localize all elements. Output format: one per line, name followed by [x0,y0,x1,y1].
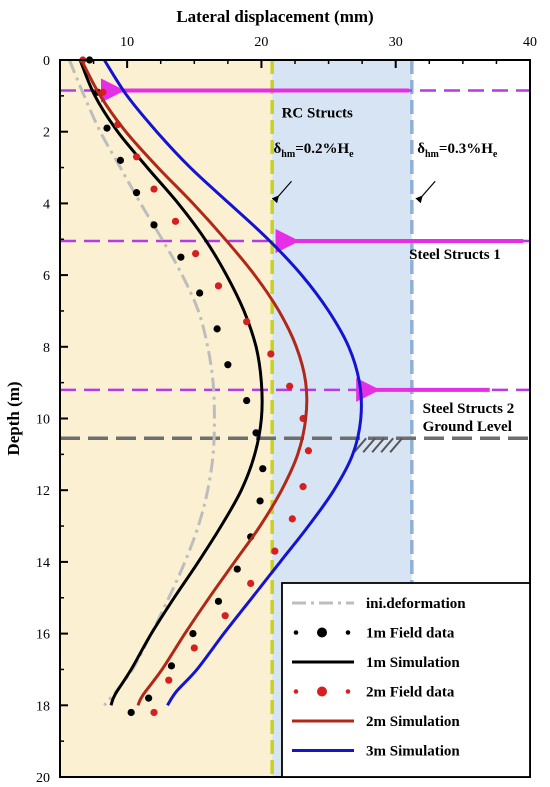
structure-lines-layer [60,78,530,402]
y-axis-title: Depth (m) [4,381,23,455]
x-tick-label: 20 [254,35,268,50]
structure-label-1: RC Structs [282,105,353,121]
structure-label-2: Steel Structs 1 [409,247,501,263]
data-point-2m-field-data [150,708,158,717]
data-point-2m-field-data [171,217,180,225]
data-point-1m-field-data [233,565,241,573]
data-point-2m-field-data [150,185,158,193]
legend-label: 1m Simulation [366,655,460,671]
legend-swatch-dot [317,686,327,697]
data-point-1m-field-data [243,396,251,405]
legend-label: 2m Simulation [366,714,460,730]
data-point-1m-field-data [116,156,125,164]
ground-hatch-stroke [362,437,376,453]
legend-item-1m-field-data: 1m Field data [293,626,455,642]
data-point-1m-field-data [150,221,158,229]
data-point-2m-field-data [267,350,275,358]
structure-label-3: Steel Structs 2 [423,401,515,417]
data-point-2m-field-data [247,579,255,588]
legend-label: 1m Field data [366,626,455,642]
data-point-1m-field-data [213,325,221,333]
y-tick-label: 4 [43,197,50,212]
legend: ini.deformation 1m Field data 1m Simulatio… [281,582,531,778]
y-tick-label: 8 [43,341,50,356]
data-point-2m-field-data [99,88,107,96]
series-layer [68,56,363,717]
data-point-2m-field-data [288,515,296,523]
drift-annotation-1: δhm=0.2%He [274,141,355,160]
data-point-1m-field-data [167,662,176,670]
x-tick-label: 40 [523,35,537,50]
data-point-2m-field-data [132,153,141,161]
y-tick-label: 0 [43,54,50,69]
data-point-1m-field-data [224,361,232,369]
legend-swatch-dot [345,689,351,694]
legend-swatch-dot [293,630,299,635]
data-point-1m-field-data [132,189,141,197]
series-line-2m-simulation [80,59,309,706]
series-line-1m-simulation [78,59,264,706]
axis-ticks-layer: 10 20 30 40 0 2 4 6 8 10 12 14 16 18 20 [36,35,537,786]
data-point-2m-field-data [243,318,251,326]
y-tick-label: 2 [43,126,50,141]
data-point-1m-field-data [196,289,204,297]
data-point-2m-field-data [221,612,229,620]
legend-item-ini-deformation: ini.deformation [292,596,466,612]
legend-item-2m-simulation: 2m Simulation [292,714,460,730]
x-tick-label: 10 [120,35,134,50]
data-point-2m-field-data [165,676,173,684]
legend-label: 2m Field data [366,685,455,701]
data-point-1m-field-data [145,694,153,702]
data-point-2m-field-data [299,483,307,491]
labels-layer: RC Structs Steel Structs 1 Steel Structs 2… [271,105,515,435]
data-point-1m-field-data [127,708,135,717]
legend-swatch-dot [345,630,351,635]
legend-item-2m-field-data: 2m Field data [293,685,455,701]
legend-swatch-dot [317,627,327,638]
ground-hatch-stroke [380,437,394,453]
drift-annotation-2: δhm=0.3%He [417,141,498,160]
data-point-2m-field-data [304,447,313,455]
ground-hatch-stroke [371,437,385,453]
ground-hatch-stroke [389,437,403,453]
series-line-3m-simulation [103,59,363,707]
data-point-1m-field-data [103,124,111,132]
annotation-arrow-2 [415,180,436,204]
data-point-2m-field-data [192,249,200,258]
data-point-2m-field-data [271,547,279,555]
legend-item-3m-simulation: 3m Simulation [292,744,460,760]
legend-box [281,582,531,778]
y-tick-label: 10 [36,413,50,428]
series-points-1m-field-data [85,56,267,717]
data-point-2m-field-data [190,644,198,652]
data-point-1m-field-data [189,630,197,638]
y-tick-label: 6 [43,269,50,284]
x-axis-title: Lateral displacement (mm) [176,7,373,26]
data-point-1m-field-data [256,497,264,505]
legend-swatch-dot [293,689,299,694]
data-point-1m-field-data [259,465,267,473]
y-tick-label: 14 [36,556,50,571]
legend-label: 3m Simulation [366,744,460,760]
x-tick-label: 30 [389,35,403,50]
annotation-arrow-1 [271,180,292,204]
reference-lines-layer [60,60,530,777]
ground-hatch-stroke [353,437,367,453]
y-tick-label: 12 [36,484,50,499]
legend-item-1m-simulation: 1m Simulation [292,655,460,671]
y-tick-label: 18 [36,699,50,714]
legend-label: ini.deformation [366,596,466,612]
data-point-2m-field-data [286,382,294,390]
y-tick-label: 20 [36,771,50,786]
data-point-1m-field-data [214,597,223,605]
zone-1 [60,60,273,777]
y-tick-label: 16 [36,628,50,643]
ground-hatch [353,437,403,453]
zones-layer [60,60,412,777]
ground-level-label: Ground Level [423,419,512,435]
data-point-1m-field-data [177,253,185,261]
data-point-2m-field-data [214,282,223,290]
